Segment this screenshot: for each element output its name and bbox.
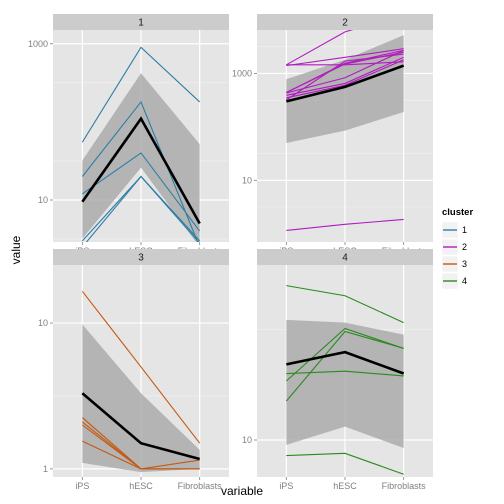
legend-item: 1 bbox=[441, 221, 467, 239]
x-tick-label: iPS bbox=[75, 481, 89, 491]
mean-line bbox=[286, 350, 405, 375]
x-tick-label: Fibroblasts bbox=[178, 481, 223, 491]
x-tick-label: Fibroblasts bbox=[382, 481, 427, 491]
legend-items: 1 2 3 4 bbox=[441, 221, 467, 290]
x-axis-title: variable bbox=[221, 484, 263, 498]
y-tick-label: 10 bbox=[242, 175, 252, 185]
strip-label: 1 bbox=[138, 18, 144, 29]
strip-label: 2 bbox=[342, 18, 348, 29]
series-line bbox=[286, 53, 404, 101]
mean-line bbox=[81, 392, 201, 461]
mean-line bbox=[286, 64, 405, 103]
series-line bbox=[286, 61, 404, 66]
panels-layer: 1 10 1000 iPS hESC Fibroblasts 2 10 1000 iPS hESC F… bbox=[28, 14, 433, 491]
series-line bbox=[81, 46, 201, 143]
legend-title: cluster bbox=[442, 207, 473, 218]
series-line bbox=[286, 59, 404, 99]
series-line bbox=[286, 49, 404, 94]
series-line bbox=[286, 285, 404, 324]
strip-label: 4 bbox=[342, 253, 348, 264]
y-axis-title: value bbox=[9, 235, 23, 264]
series-line bbox=[286, 49, 404, 93]
series-line bbox=[85, 175, 201, 242]
y-tick-label: 1 bbox=[43, 464, 48, 474]
legend-label: 4 bbox=[462, 276, 467, 286]
series-line bbox=[81, 290, 201, 444]
series-line bbox=[286, 30, 354, 66]
panel-3: 3 1 10 iPS hESC Fibroblasts bbox=[38, 249, 229, 491]
series-line bbox=[285, 327, 404, 382]
y-tick-label: 1000 bbox=[232, 68, 252, 78]
strip-background bbox=[53, 14, 229, 30]
confidence-band bbox=[82, 73, 200, 242]
mean-line bbox=[81, 116, 201, 225]
y-tick-label: 10 bbox=[242, 435, 252, 445]
legend-item: 2 bbox=[441, 238, 467, 256]
confidence-band bbox=[286, 319, 404, 449]
series-line bbox=[286, 218, 404, 232]
x-tick-label: hESC bbox=[333, 481, 357, 491]
legend: cluster 1 2 3 4 bbox=[441, 207, 473, 290]
legend-item: 4 bbox=[441, 272, 467, 290]
y-tick-label: 10 bbox=[38, 195, 48, 205]
legend-label: 2 bbox=[462, 242, 467, 252]
series-line bbox=[82, 424, 200, 470]
legend-label: 1 bbox=[462, 225, 467, 235]
strip-background bbox=[257, 249, 433, 265]
series-line bbox=[82, 152, 201, 232]
panel-4: 4 10 iPS hESC Fibroblasts bbox=[242, 249, 433, 491]
series-line bbox=[286, 48, 404, 67]
strip-label: 3 bbox=[138, 253, 144, 264]
data-layer bbox=[286, 30, 405, 232]
strip-background bbox=[257, 14, 433, 30]
strip-background bbox=[53, 249, 229, 265]
data-layer bbox=[81, 290, 201, 473]
confidence-band bbox=[286, 35, 404, 143]
panel-2: 2101000iPShESCFibroblasts bbox=[232, 14, 433, 256]
legend-item: 3 bbox=[441, 255, 467, 273]
y-tick-label: 10 bbox=[38, 318, 48, 328]
confidence-band bbox=[82, 324, 200, 473]
data-layer bbox=[81, 46, 201, 242]
x-tick-label: iPS bbox=[279, 481, 293, 491]
series-line bbox=[81, 100, 199, 242]
x-tick-label: hESC bbox=[129, 481, 153, 491]
legend-label: 3 bbox=[462, 259, 467, 269]
series-line bbox=[286, 452, 404, 475]
panel-1: 1101000iPShESCFibroblasts bbox=[28, 14, 229, 256]
series-line bbox=[286, 370, 404, 377]
y-tick-label: 1000 bbox=[28, 39, 48, 49]
series-line bbox=[285, 330, 404, 402]
data-layer bbox=[285, 285, 405, 475]
series-line bbox=[286, 56, 404, 96]
